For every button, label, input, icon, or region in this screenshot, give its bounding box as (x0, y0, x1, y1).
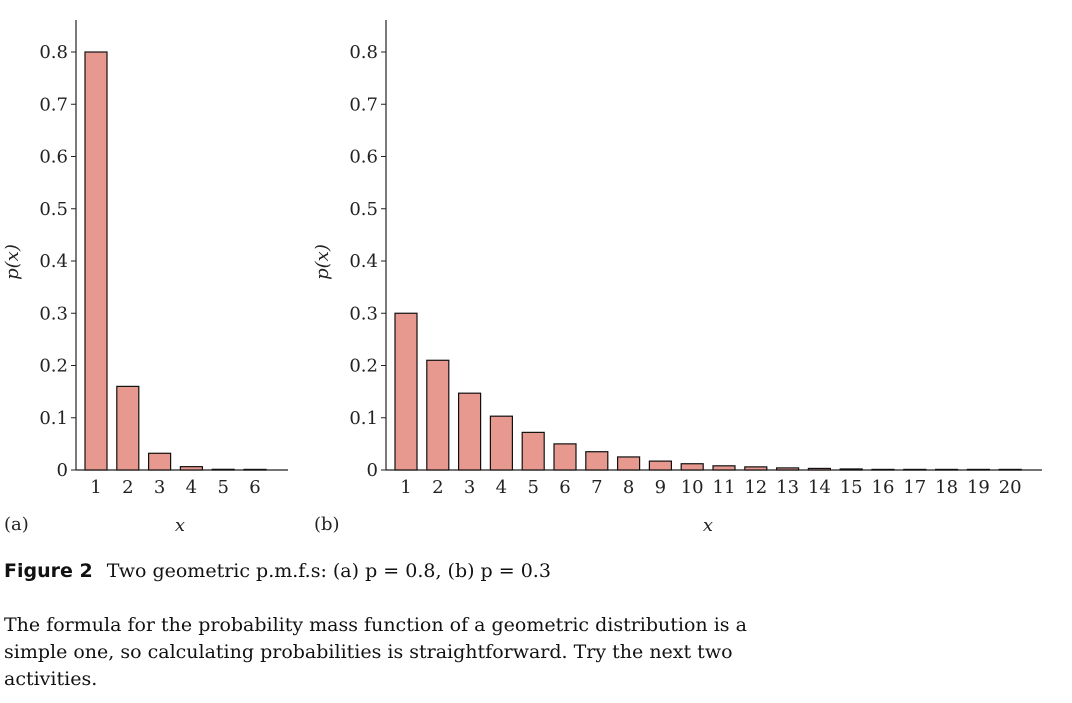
chart-b-x-tick-label: 3 (464, 477, 475, 498)
chart-b-x-axis-label: x (703, 515, 713, 536)
chart-b-bar (807, 467, 832, 471)
chart-a-bar (116, 385, 140, 471)
chart-a-y-tick-label: 0 (57, 460, 68, 481)
chart-a-bar (211, 468, 235, 471)
chart-b-bar (680, 463, 704, 471)
chart-b-bar (426, 359, 450, 471)
chart-a-x-axis-label: x (175, 515, 185, 536)
chart-b-y-tick-label: 0.6 (349, 147, 378, 168)
chart-b-bar (871, 468, 895, 471)
chart-b-x-tick-label: 5 (527, 477, 538, 498)
chart-b-x-tick-label: 14 (808, 477, 831, 498)
chart-b-x-tick-label: 8 (623, 477, 634, 498)
chart-a-x-tick-label: 1 (90, 477, 101, 498)
chart-a-y-tick-label: 0.4 (39, 251, 68, 272)
chart-b-y-tick-label: 0.7 (349, 94, 378, 115)
figure-caption-text: Two geometric p.m.f.s: (a) p = 0.8, (b) … (106, 560, 551, 582)
chart-a-bar (243, 468, 267, 471)
chart-b-bar (648, 460, 673, 471)
chart-b-y-tick-label: 0.3 (349, 303, 378, 324)
chart-a-x-tick-label: 5 (217, 477, 228, 498)
chart-b-bar (553, 443, 577, 471)
charts-figure: 00.10.20.30.40.50.60.70.81 2 3 4 5 6p(x)x(a)0… (2, 20, 1042, 536)
body-paragraph: The formula for the probability mass fun… (4, 614, 747, 690)
chart-b-bar (616, 456, 641, 471)
chart-b-bar (712, 465, 736, 471)
chart-a-panel-label: (a) (4, 514, 29, 535)
chart-b-x-tick-label: 10 (681, 477, 704, 498)
chart-a-y-tick-label: 0.3 (39, 303, 68, 324)
chart-b-bar (775, 467, 800, 471)
chart-a-bar (179, 466, 203, 471)
chart-b-x-tick-label: 6 (559, 477, 570, 498)
chart-b-x-tick-label: 17 (903, 477, 926, 498)
chart-b-panel-label: (b) (314, 514, 340, 535)
chart-b-bar (839, 468, 863, 471)
chart-b-bar (998, 468, 1022, 471)
chart-a-bar (84, 51, 108, 471)
chart-b-bar (489, 415, 513, 471)
chart-b-y-tick-label: 0.8 (349, 42, 378, 63)
chart-b-x-tick-label: 20 (999, 477, 1022, 498)
chart-a-y-tick-label: 0.7 (39, 94, 68, 115)
chart-b-bar (966, 468, 991, 471)
chart-b-bar (394, 312, 418, 471)
chart-a-y-tick-label: 0.5 (39, 199, 68, 220)
chart-a-y-tick-label: 0.6 (39, 147, 68, 168)
chart-a-bar (148, 452, 172, 471)
chart-a-x-tick-label: 6 (249, 477, 260, 498)
chart-b-x-tick-label: 16 (872, 477, 895, 498)
chart-b-x-tick-label: 2 (432, 477, 443, 498)
chart-a-y-tick-label: 0.8 (39, 42, 68, 63)
chart-b-x-tick-label: 13 (776, 477, 799, 498)
chart-b-y-tick-label: 0.1 (349, 408, 378, 429)
chart-a-y-tick-label: 0.1 (39, 408, 68, 429)
chart-a-y-tick-label: 0.2 (39, 356, 68, 377)
chart-b-y-tick-label: 0.2 (349, 356, 378, 377)
chart-b-x-tick-label: 9 (655, 477, 666, 498)
chart-b-bar (585, 451, 609, 471)
chart-b-bar (744, 466, 768, 471)
chart-a-x-tick-label: 2 (122, 477, 133, 498)
chart-a-x-tick-label: 3 (154, 477, 165, 498)
chart-b-x-tick-label: 18 (935, 477, 958, 498)
chart-b-x-tick-label: 11 (713, 477, 736, 498)
chart-b-x-tick-label: 7 (591, 477, 602, 498)
chart-b-x-tick-label: 19 (967, 477, 990, 498)
chart-b-y-tick-label: 0.5 (349, 199, 378, 220)
chart-b-bar (458, 392, 482, 471)
chart-b-y-axis-label: p(x) (312, 244, 333, 280)
chart-b-bar (521, 431, 545, 471)
figure-caption: Figure 2 Two geometric p.m.f.s: (a) p = 0… (4, 560, 551, 582)
chart-b-y-tick-label: 0 (367, 460, 378, 481)
chart-b-bar (934, 468, 959, 471)
figure-label: Figure 2 (4, 560, 93, 582)
chart-b-x-tick-label: 4 (496, 477, 507, 498)
chart-b-x-tick-label: 12 (744, 477, 767, 498)
chart-a-x-tick-label: 4 (186, 477, 197, 498)
chart-b-x-tick-label: 1 (400, 477, 411, 498)
chart-b-bar (903, 468, 927, 471)
chart-b-y-tick-label: 0.4 (349, 251, 378, 272)
chart-a-y-axis-label: p(x) (2, 244, 23, 280)
chart-b-x-tick-label: 15 (840, 477, 863, 498)
